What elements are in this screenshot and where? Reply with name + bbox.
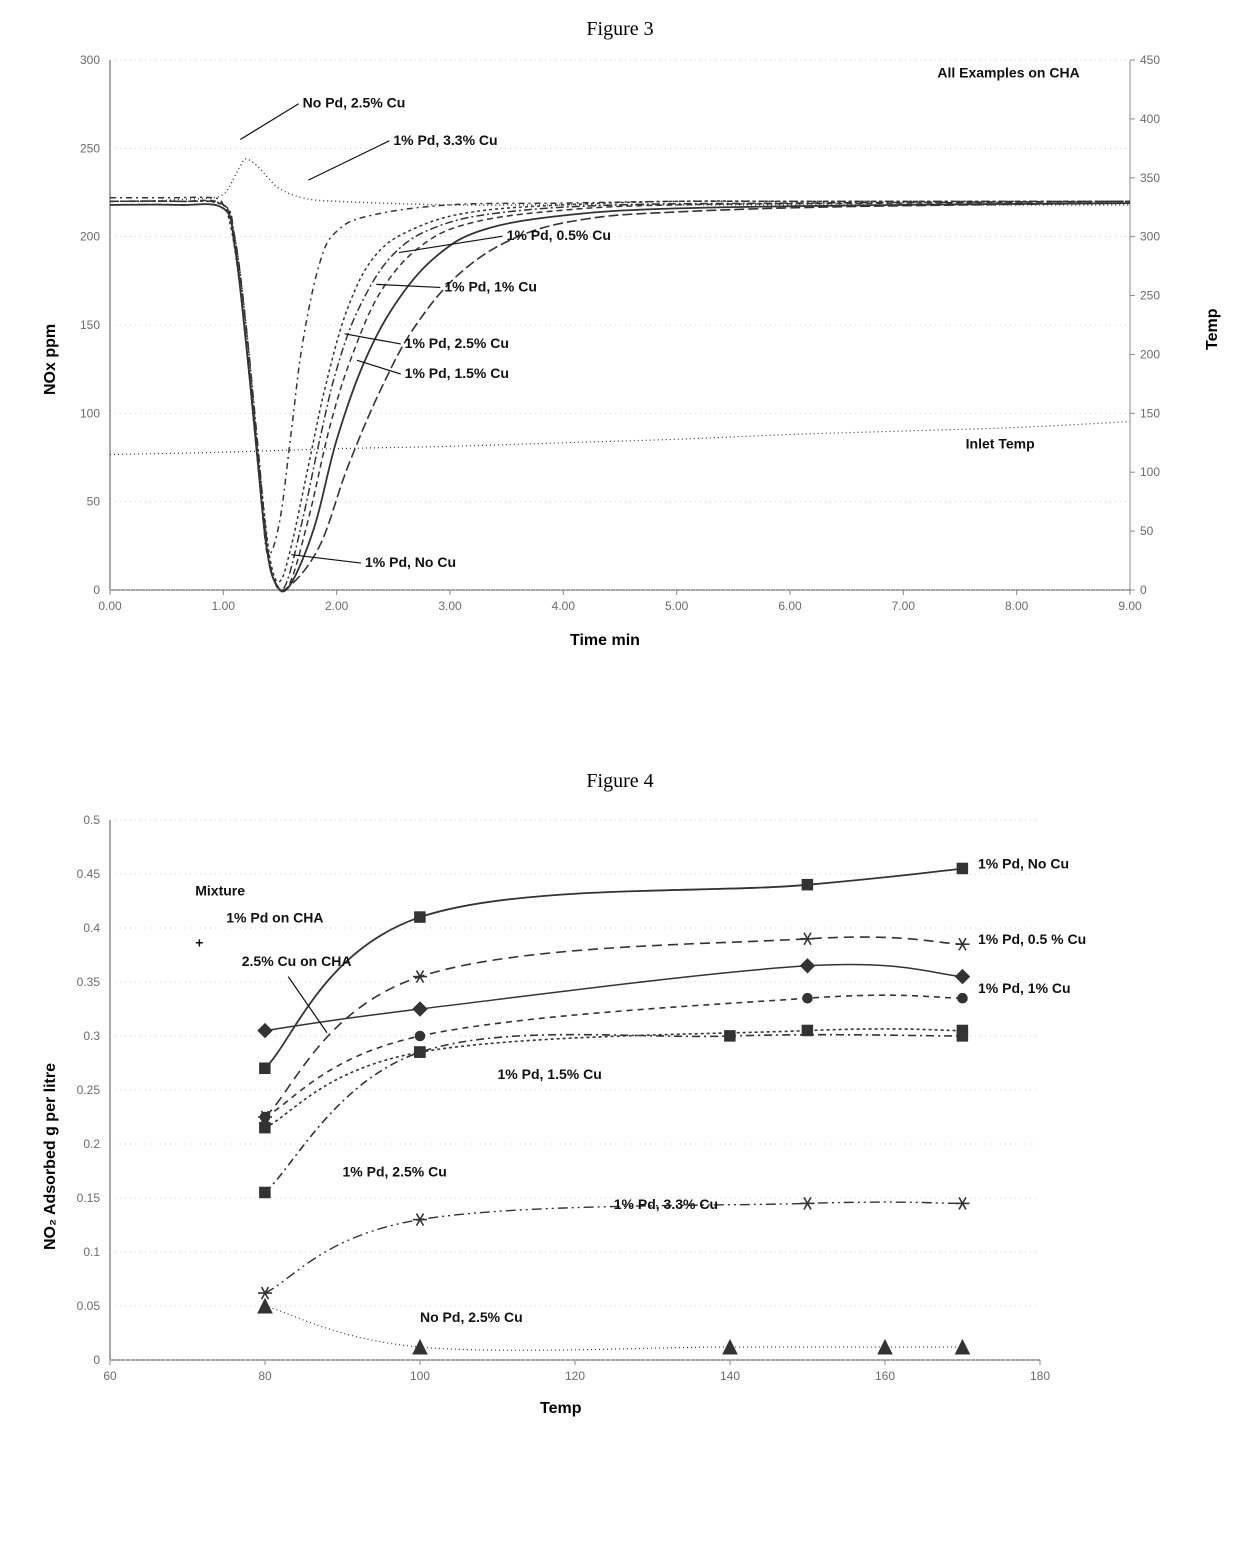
svg-text:1% Pd, 1% Cu: 1% Pd, 1% Cu	[978, 980, 1071, 996]
svg-text:1% Pd on CHA: 1% Pd on CHA	[226, 910, 323, 926]
svg-text:0.05: 0.05	[77, 1299, 101, 1313]
svg-text:0.25: 0.25	[77, 1083, 101, 1097]
svg-text:0.2: 0.2	[83, 1137, 100, 1151]
svg-text:1% Pd, 1.5% Cu: 1% Pd, 1.5% Cu	[498, 1066, 602, 1082]
svg-text:0.35: 0.35	[77, 975, 101, 989]
svg-text:+: +	[195, 934, 203, 950]
svg-text:120: 120	[565, 1369, 585, 1383]
svg-text:160: 160	[875, 1369, 895, 1383]
svg-text:1% Pd, 2.5% Cu: 1% Pd, 2.5% Cu	[343, 1163, 447, 1179]
svg-text:1% Pd, 0.5 % Cu: 1% Pd, 0.5 % Cu	[978, 931, 1086, 947]
svg-text:1% Pd, No Cu: 1% Pd, No Cu	[978, 856, 1069, 872]
svg-text:No Pd, 2.5% Cu: No Pd, 2.5% Cu	[420, 1309, 523, 1325]
page: Figure 3 0501001502002503000501001502002…	[0, 0, 1240, 1552]
svg-text:80: 80	[258, 1369, 272, 1383]
svg-text:0: 0	[93, 1353, 100, 1367]
svg-text:Mixture: Mixture	[195, 883, 245, 899]
svg-text:100: 100	[410, 1369, 430, 1383]
svg-text:0.15: 0.15	[77, 1191, 101, 1205]
svg-text:140: 140	[720, 1369, 740, 1383]
fig4-chart: 0 0.05 0.1 0.15 0.2 0.25 0.3 0.35 0.4 0.45 0.5 60 80…	[0, 0, 1240, 1552]
svg-text:0.3: 0.3	[83, 1029, 100, 1043]
svg-text:180: 180	[1030, 1369, 1050, 1383]
svg-text:0.4: 0.4	[83, 921, 100, 935]
svg-text:60: 60	[103, 1369, 117, 1383]
svg-text:0.5: 0.5	[83, 813, 100, 827]
svg-text:0.1: 0.1	[83, 1245, 100, 1259]
svg-text:2.5% Cu on CHA: 2.5% Cu on CHA	[242, 953, 352, 969]
fig4-y-label: NO₂ Adsorbed g per litre	[42, 1063, 60, 1250]
fig4-x-label: Temp	[540, 1400, 581, 1418]
svg-text:0.45: 0.45	[77, 867, 101, 881]
svg-text:1% Pd, 3.3% Cu: 1% Pd, 3.3% Cu	[614, 1196, 718, 1212]
